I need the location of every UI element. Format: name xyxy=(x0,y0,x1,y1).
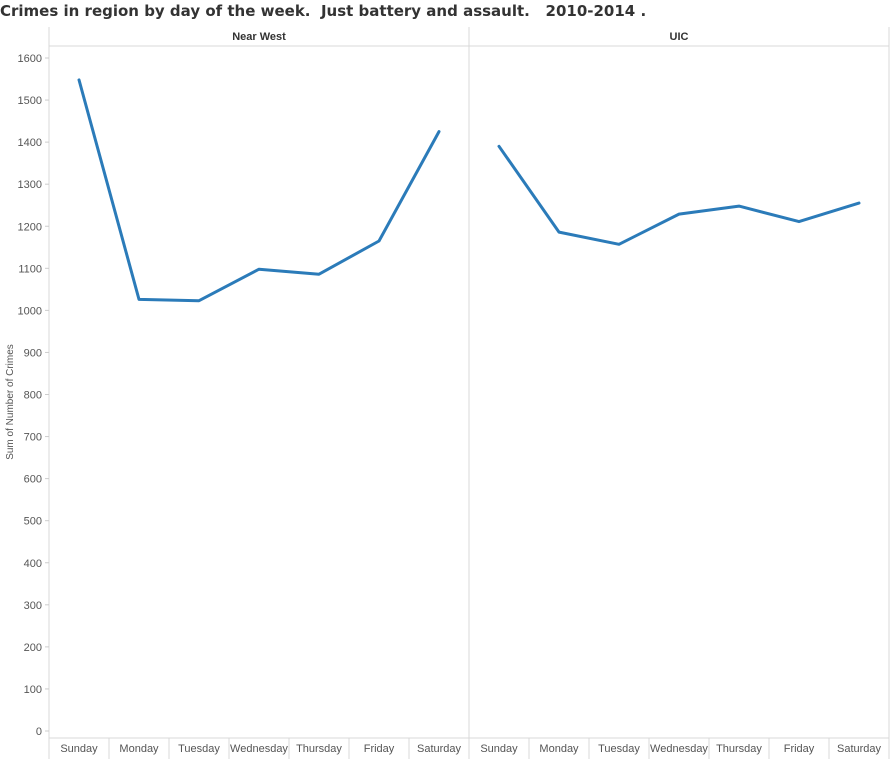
y-tick-label: 500 xyxy=(24,516,42,528)
x-axis: Sunday Monday Tuesday Wednesday Thursday Frid… xyxy=(60,738,882,759)
series-line xyxy=(497,144,861,246)
chart-title: Crimes in region by day of the week. Jus… xyxy=(0,2,647,20)
y-tick-label: 1400 xyxy=(18,137,42,149)
x-tick-label: Friday xyxy=(364,743,395,755)
x-tick-label: Sunday xyxy=(480,743,518,755)
x-tick-label: Sunday xyxy=(60,743,98,755)
y-tick-label: 400 xyxy=(24,558,42,570)
series-line xyxy=(77,78,441,303)
y-tick-label: 300 xyxy=(24,600,42,612)
x-tick-label: Tuesday xyxy=(598,743,640,755)
y-tick-label: 1600 xyxy=(18,53,42,65)
x-tick-label: Friday xyxy=(784,743,815,755)
x-tick-label: Wednesday xyxy=(230,743,288,755)
series-lines xyxy=(77,78,861,303)
y-tick-label: 1200 xyxy=(18,221,42,233)
y-tick-label: 700 xyxy=(24,432,42,444)
chart-frame xyxy=(48,27,890,759)
x-tick-label: Monday xyxy=(119,743,159,755)
x-tick-label: Monday xyxy=(539,743,579,755)
y-axis-title: Sum of Number of Crimes xyxy=(5,344,16,460)
y-tick-label: 0 xyxy=(36,726,42,738)
y-tick-label: 600 xyxy=(24,474,42,486)
x-tick-label: Tuesday xyxy=(178,743,220,755)
y-tick-label: 200 xyxy=(24,642,42,654)
panel-headers: Near West UIC xyxy=(232,31,688,43)
x-tick-label: Saturday xyxy=(417,743,462,755)
y-tick-label: 900 xyxy=(24,347,42,359)
x-tick-label: Wednesday xyxy=(650,743,708,755)
x-tick-label: Thursday xyxy=(296,743,342,755)
y-tick-label: 800 xyxy=(24,390,42,402)
panel-header: UIC xyxy=(670,31,689,43)
y-tick-label: 1500 xyxy=(18,95,42,107)
y-tick-label: 1300 xyxy=(18,179,42,191)
x-tick-label: Saturday xyxy=(837,743,882,755)
y-axis: 0 100 200 300 400 500 600 700 800 900 1000 1100 1200… xyxy=(5,53,49,738)
y-tick-label: 100 xyxy=(24,684,42,696)
y-tick-label: 1000 xyxy=(18,305,42,317)
x-tick-label: Thursday xyxy=(716,743,762,755)
panel-header: Near West xyxy=(232,31,286,43)
y-tick-label: 1100 xyxy=(18,263,42,275)
